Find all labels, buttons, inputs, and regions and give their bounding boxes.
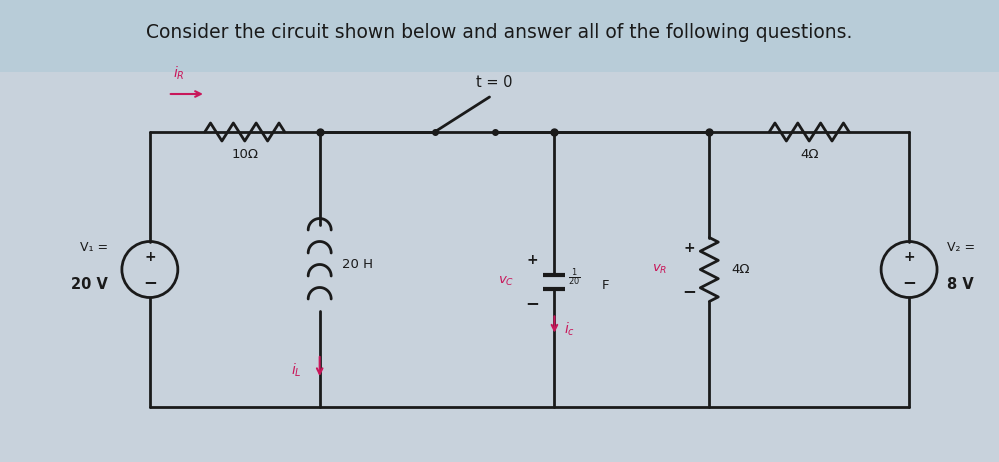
Text: 4Ω: 4Ω [731, 263, 750, 276]
Text: +: + [683, 241, 695, 255]
Text: +: + [144, 250, 156, 264]
Text: −: − [682, 282, 696, 300]
Bar [0, 0, 999, 72]
Text: V₁ =: V₁ = [80, 241, 108, 254]
Text: 10Ω: 10Ω [231, 148, 259, 161]
Text: $i_R$: $i_R$ [173, 65, 185, 82]
Text: −: − [143, 273, 157, 291]
Bar [0, 72, 999, 462]
Text: 20 V: 20 V [71, 277, 108, 292]
Text: $v_R$: $v_R$ [651, 263, 667, 276]
Text: +: + [903, 250, 915, 264]
Text: $i_c$: $i_c$ [564, 321, 575, 338]
Text: t = 0: t = 0 [477, 75, 512, 90]
Text: $i_L$: $i_L$ [291, 361, 302, 379]
Text: −: − [525, 294, 539, 312]
Text: 8 V: 8 V [947, 277, 974, 292]
Text: 20 H: 20 H [342, 258, 373, 271]
Text: 4Ω: 4Ω [800, 148, 818, 161]
Text: +: + [526, 253, 538, 267]
Text: Consider the circuit shown below and answer all of the following questions.: Consider the circuit shown below and ans… [146, 23, 853, 42]
Text: F: F [601, 279, 609, 292]
Text: $v_C$: $v_C$ [499, 275, 514, 288]
Text: V₂ =: V₂ = [947, 241, 975, 254]
Text: −: − [902, 273, 916, 291]
Text: $\frac{1}{20}$: $\frac{1}{20}$ [568, 267, 580, 288]
